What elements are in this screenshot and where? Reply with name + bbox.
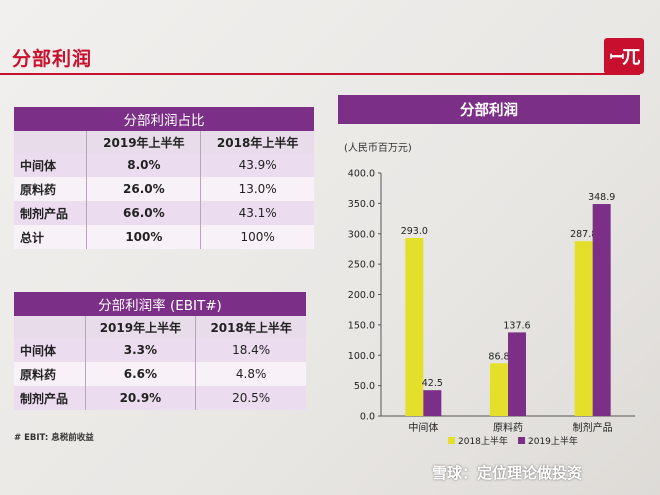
value-2018: 13.0% — [200, 177, 314, 201]
bar — [405, 238, 424, 416]
footnote: # EBIT: 息税前收益 — [14, 433, 94, 443]
row-label: 原料药 — [14, 362, 85, 386]
x-tick-label: 原料药 — [493, 421, 523, 434]
y-tick-label: 100.0 — [348, 351, 375, 362]
legend-swatch — [518, 437, 525, 444]
y-tick-label: 150.0 — [348, 320, 375, 331]
data-label: 42.5 — [422, 378, 443, 389]
profit-share-table: 分部利润占比 2019年上半年 2018年上半年 中间体 8.0% 43.9% … — [14, 107, 314, 249]
y-tick-label: 50.0 — [354, 381, 375, 392]
segment-profit-chart: (人民币百万元) 0.0 50.0 100.0 150.0 200.0 250.0 300.0… — [344, 142, 635, 447]
value-2019: 8.0% — [86, 153, 201, 177]
table-row: 中间体 3.3% 18.4% — [14, 338, 306, 362]
value-2018: 20.5% — [195, 386, 306, 410]
value-2019: 100% — [86, 225, 201, 249]
data-label: 293.0 — [401, 226, 428, 237]
header-blank — [14, 316, 85, 338]
x-tick-label: 中间体 — [408, 421, 438, 434]
value-2019: 66.0% — [86, 201, 201, 225]
row-label: 原料药 — [14, 177, 87, 201]
profit-share-caption: 分部利润占比 — [14, 107, 314, 131]
y-tick-label: 300.0 — [348, 229, 375, 240]
bar — [423, 390, 442, 416]
value-2018: 4.8% — [195, 362, 306, 386]
data-label: 287.8 — [570, 229, 597, 240]
table-row: 总计 100% 100% — [14, 225, 314, 249]
y-tick-label: 350.0 — [348, 199, 375, 210]
x-tick-label: 制剂产品 — [573, 421, 613, 434]
row-label: 制剂产品 — [14, 201, 87, 225]
profit-margin-caption: 分部利润率 (EBIT#) — [14, 292, 306, 316]
table-row: 原料药 26.0% 13.0% — [14, 177, 314, 201]
value-2018: 100% — [200, 225, 314, 249]
y-tick-label: 0.0 — [360, 412, 375, 423]
row-label: 制剂产品 — [14, 386, 85, 410]
profit-margin-table: 分部利润率 (EBIT#) 2019年上半年 2018年上半年 中间体 3.3%… — [14, 292, 306, 410]
bar — [508, 332, 526, 416]
row-label: 中间体 — [14, 153, 87, 177]
legend-label: 2018上半年 — [458, 435, 508, 447]
y-tick-label: 250.0 — [348, 260, 375, 271]
title-divider — [0, 73, 640, 75]
bar — [592, 204, 611, 416]
y-tick-label: 400.0 — [348, 169, 375, 180]
header-2019: 2019年上半年 — [84, 316, 196, 338]
value-2019: 26.0% — [86, 177, 201, 201]
company-logo: ꟷ兀 — [604, 38, 644, 74]
data-label: 137.6 — [503, 320, 530, 331]
page-title: 分部利润 — [12, 48, 93, 70]
row-label: 中间体 — [14, 338, 85, 362]
data-label: 348.9 — [588, 192, 615, 203]
row-label: 总计 — [14, 225, 87, 249]
header-2018: 2018年上半年 — [195, 316, 306, 338]
value-2019: 6.6% — [84, 362, 196, 386]
data-label: 86.8 — [488, 351, 509, 362]
value-2018: 43.9% — [200, 153, 314, 177]
header-blank — [14, 131, 87, 153]
header-2018: 2018年上半年 — [200, 131, 314, 153]
header-2019: 2019年上半年 — [86, 131, 201, 153]
legend-label: 2019上半年 — [528, 435, 578, 447]
table-row: 制剂产品 20.9% 20.5% — [14, 386, 306, 410]
bar — [574, 241, 593, 416]
chart-header: 分部利润 — [338, 95, 640, 124]
table-row: 中间体 8.0% 43.9% — [14, 153, 314, 177]
bar — [490, 363, 508, 416]
table-row: 原料药 6.6% 4.8% — [14, 362, 306, 386]
y-axis-label: (人民币百万元) — [344, 142, 412, 154]
watermark: 雪球：定位理论做投资 — [432, 464, 583, 482]
value-2019: 20.9% — [84, 386, 196, 410]
legend-swatch — [448, 437, 455, 444]
y-tick-label: 200.0 — [348, 290, 375, 301]
value-2019: 3.3% — [84, 338, 196, 362]
value-2018: 18.4% — [195, 338, 306, 362]
value-2018: 43.1% — [200, 201, 314, 225]
table-row: 制剂产品 66.0% 43.1% — [14, 201, 314, 225]
